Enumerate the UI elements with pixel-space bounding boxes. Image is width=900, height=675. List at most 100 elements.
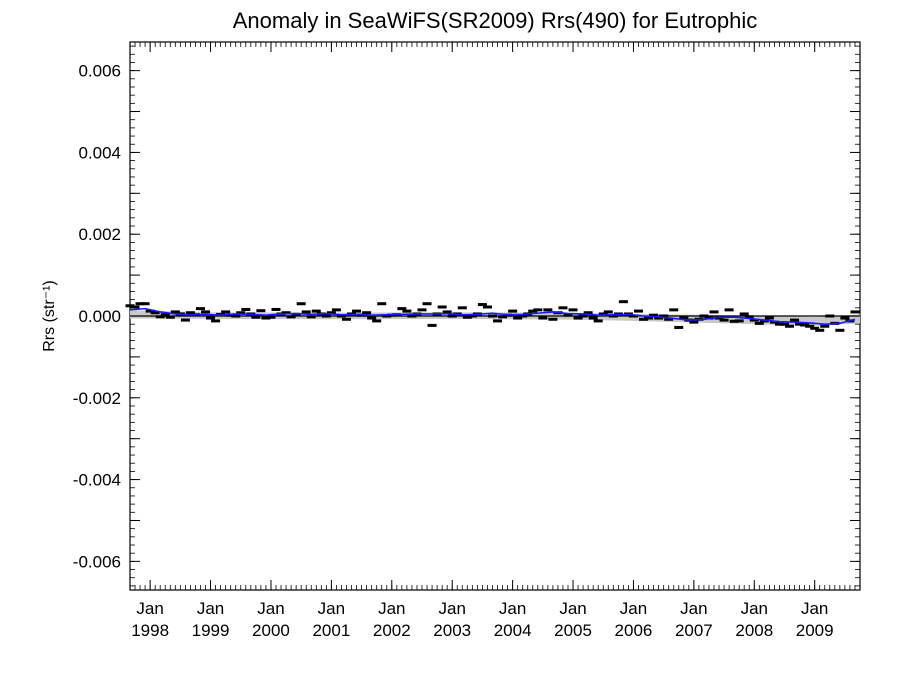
monthly-anomaly-marker: [311, 309, 321, 313]
y-tick-label: -0.004: [73, 471, 121, 490]
x-tick-label-month: Jan: [438, 599, 465, 618]
monthly-anomaly-marker: [462, 315, 472, 319]
x-tick-label-year: 2001: [312, 621, 350, 640]
monthly-anomaly-marker: [558, 306, 568, 310]
monthly-anomaly-marker: [402, 309, 412, 313]
x-tick-label-year: 2003: [433, 621, 471, 640]
x-tick-label-month: Jan: [620, 599, 647, 618]
monthly-anomaly-marker: [618, 300, 628, 304]
x-tick-label-month: Jan: [801, 599, 828, 618]
x-tick-label-month: Jan: [680, 599, 707, 618]
monthly-anomaly-marker: [221, 310, 231, 314]
monthly-anomaly-marker: [729, 319, 739, 323]
monthly-anomaly-marker: [608, 314, 618, 318]
x-tick-label-month: Jan: [559, 599, 586, 618]
monthly-anomaly-marker: [674, 325, 684, 329]
monthly-anomaly-marker: [281, 311, 291, 315]
monthly-anomaly-marker: [593, 319, 603, 323]
monthly-anomaly-marker: [785, 324, 795, 328]
monthly-anomaly-marker: [800, 323, 810, 327]
monthly-anomaly-marker: [135, 302, 145, 306]
monthly-anomaly-marker: [659, 314, 669, 318]
running-mean-line: [129, 307, 856, 325]
monthly-anomaly-marker: [795, 322, 805, 326]
monthly-anomaly-marker: [528, 309, 538, 313]
x-tick-label-year: 1998: [131, 621, 169, 640]
monthly-anomaly-marker: [709, 310, 719, 314]
monthly-anomaly-marker: [437, 305, 447, 309]
monthly-anomaly-marker: [331, 308, 341, 312]
y-tick-label: 0.002: [78, 225, 121, 244]
monthly-anomaly-marker: [291, 312, 301, 316]
y-tick-label: -0.006: [73, 552, 121, 571]
x-tick-label-month: Jan: [197, 599, 224, 618]
x-tick-label-month: Jan: [378, 599, 405, 618]
monthly-anomaly-marker: [835, 328, 845, 332]
monthly-anomaly-marker: [457, 306, 467, 310]
x-tick-label-month: Jan: [136, 599, 163, 618]
monthly-anomaly-marker: [211, 319, 221, 323]
monthly-anomaly-marker: [714, 316, 724, 320]
monthly-anomaly-marker: [790, 318, 800, 322]
monthly-anomaly-marker: [251, 315, 261, 319]
y-tick-label: 0.000: [78, 307, 121, 326]
monthly-anomaly-marker: [583, 311, 593, 315]
x-tick-label-month: Jan: [318, 599, 345, 618]
x-tick-label-year: 2008: [735, 621, 773, 640]
monthly-anomaly-marker: [256, 309, 266, 313]
monthly-anomaly-marker: [563, 313, 573, 317]
monthly-anomaly-marker: [543, 308, 553, 312]
monthly-anomaly-marker: [417, 308, 427, 312]
monthly-anomaly-marker: [810, 326, 820, 330]
monthly-anomaly-marker: [301, 310, 311, 314]
monthly-anomaly-marker: [628, 314, 638, 318]
monthly-anomaly-marker: [493, 319, 503, 323]
monthly-anomaly-marker: [774, 322, 784, 326]
chart-title: Anomaly in SeaWiFS(SR2009) Rrs(490) for …: [233, 8, 758, 33]
monthly-anomaly-marker: [769, 320, 779, 324]
monthly-anomaly-marker: [195, 307, 205, 311]
x-tick-label-month: Jan: [741, 599, 768, 618]
monthly-anomaly-marker: [669, 308, 679, 312]
x-tick-label-year: 2000: [252, 621, 290, 640]
monthly-anomaly-marker: [377, 302, 387, 306]
axis-ticks: -0.006 -0.004 -0.002 0.000 0.002 0.004 0.006 Ja…: [73, 42, 861, 640]
monthly-anomaly-marker: [764, 316, 774, 320]
x-tick-label-year: 2005: [554, 621, 592, 640]
monthly-anomaly-marker: [352, 309, 362, 313]
monthly-anomaly-marker: [271, 307, 281, 311]
monthly-anomaly-marker: [362, 311, 372, 315]
x-tick-label-year: 2007: [675, 621, 713, 640]
monthly-anomaly-marker: [744, 315, 754, 319]
monthly-anomaly-marker: [130, 305, 140, 309]
monthly-anomaly-marker: [336, 314, 346, 318]
y-tick-label: -0.002: [73, 389, 121, 408]
monthly-anomaly-marker: [578, 314, 588, 318]
monthly-anomaly-marker: [442, 310, 452, 314]
monthly-anomaly-marker: [513, 316, 523, 320]
monthly-anomaly-marker: [739, 312, 749, 316]
monthly-anomaly-marker: [155, 315, 165, 319]
x-tick-label-year: 2009: [796, 621, 834, 640]
monthly-anomaly-marker: [160, 313, 170, 317]
monthly-anomaly-marker: [639, 317, 649, 321]
monthly-anomaly-marker: [372, 319, 382, 323]
monthly-anomaly-marker: [482, 305, 492, 309]
monthly-anomaly-marker: [306, 315, 316, 319]
x-tick-label-year: 1999: [192, 621, 230, 640]
monthly-anomaly-marker: [185, 311, 195, 315]
monthly-anomaly-marker: [341, 317, 351, 321]
monthly-anomaly-marker: [236, 311, 246, 315]
monthly-anomaly-marker: [216, 312, 226, 316]
monthly-anomaly-marker: [840, 316, 850, 320]
monthly-anomaly-marker: [407, 314, 417, 318]
monthly-anomaly-marker: [679, 316, 689, 320]
monthly-anomaly-marker: [150, 311, 160, 315]
y-tick-label: 0.006: [78, 62, 121, 81]
monthly-anomaly-marker: [734, 319, 744, 323]
monthly-anomaly-marker: [749, 318, 759, 322]
monthly-anomaly-marker: [367, 316, 377, 320]
monthly-anomaly-marker: [644, 316, 654, 320]
monthly-anomaly-marker: [508, 309, 518, 313]
